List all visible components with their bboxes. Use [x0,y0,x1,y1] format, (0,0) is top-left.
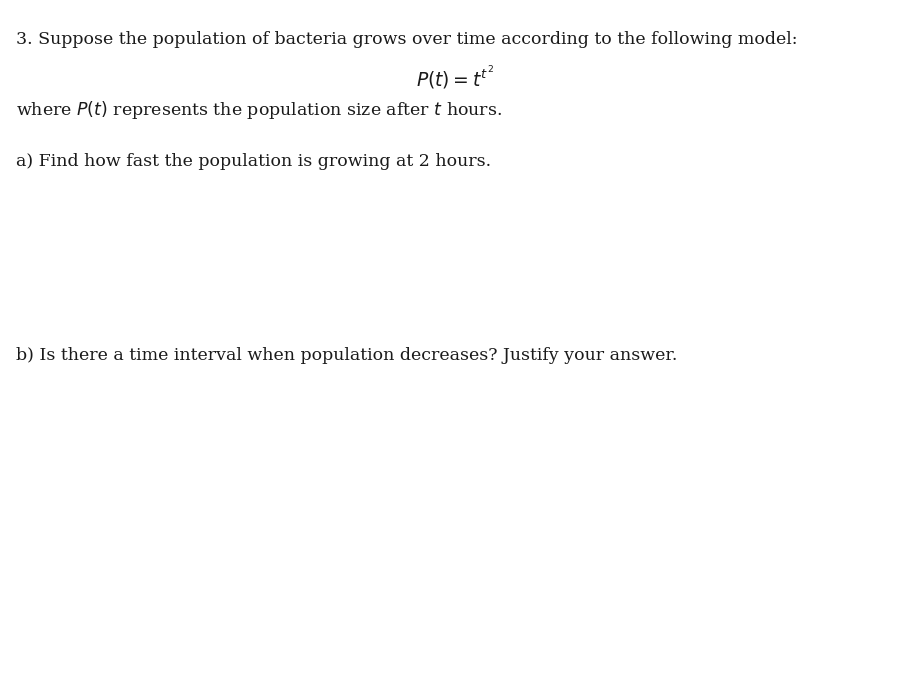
Text: b) Is there a time interval when population decreases? Justify your answer.: b) Is there a time interval when populat… [16,347,678,364]
Text: 3. Suppose the population of bacteria grows over time according to the following: 3. Suppose the population of bacteria gr… [16,31,798,48]
Text: a) Find how fast the population is growing at 2 hours.: a) Find how fast the population is growi… [16,153,491,170]
Text: where $P(t)$ represents the population size after $t$ hours.: where $P(t)$ represents the population s… [16,99,502,120]
Text: $P(t) = t^{t^2}$: $P(t) = t^{t^2}$ [416,65,494,91]
